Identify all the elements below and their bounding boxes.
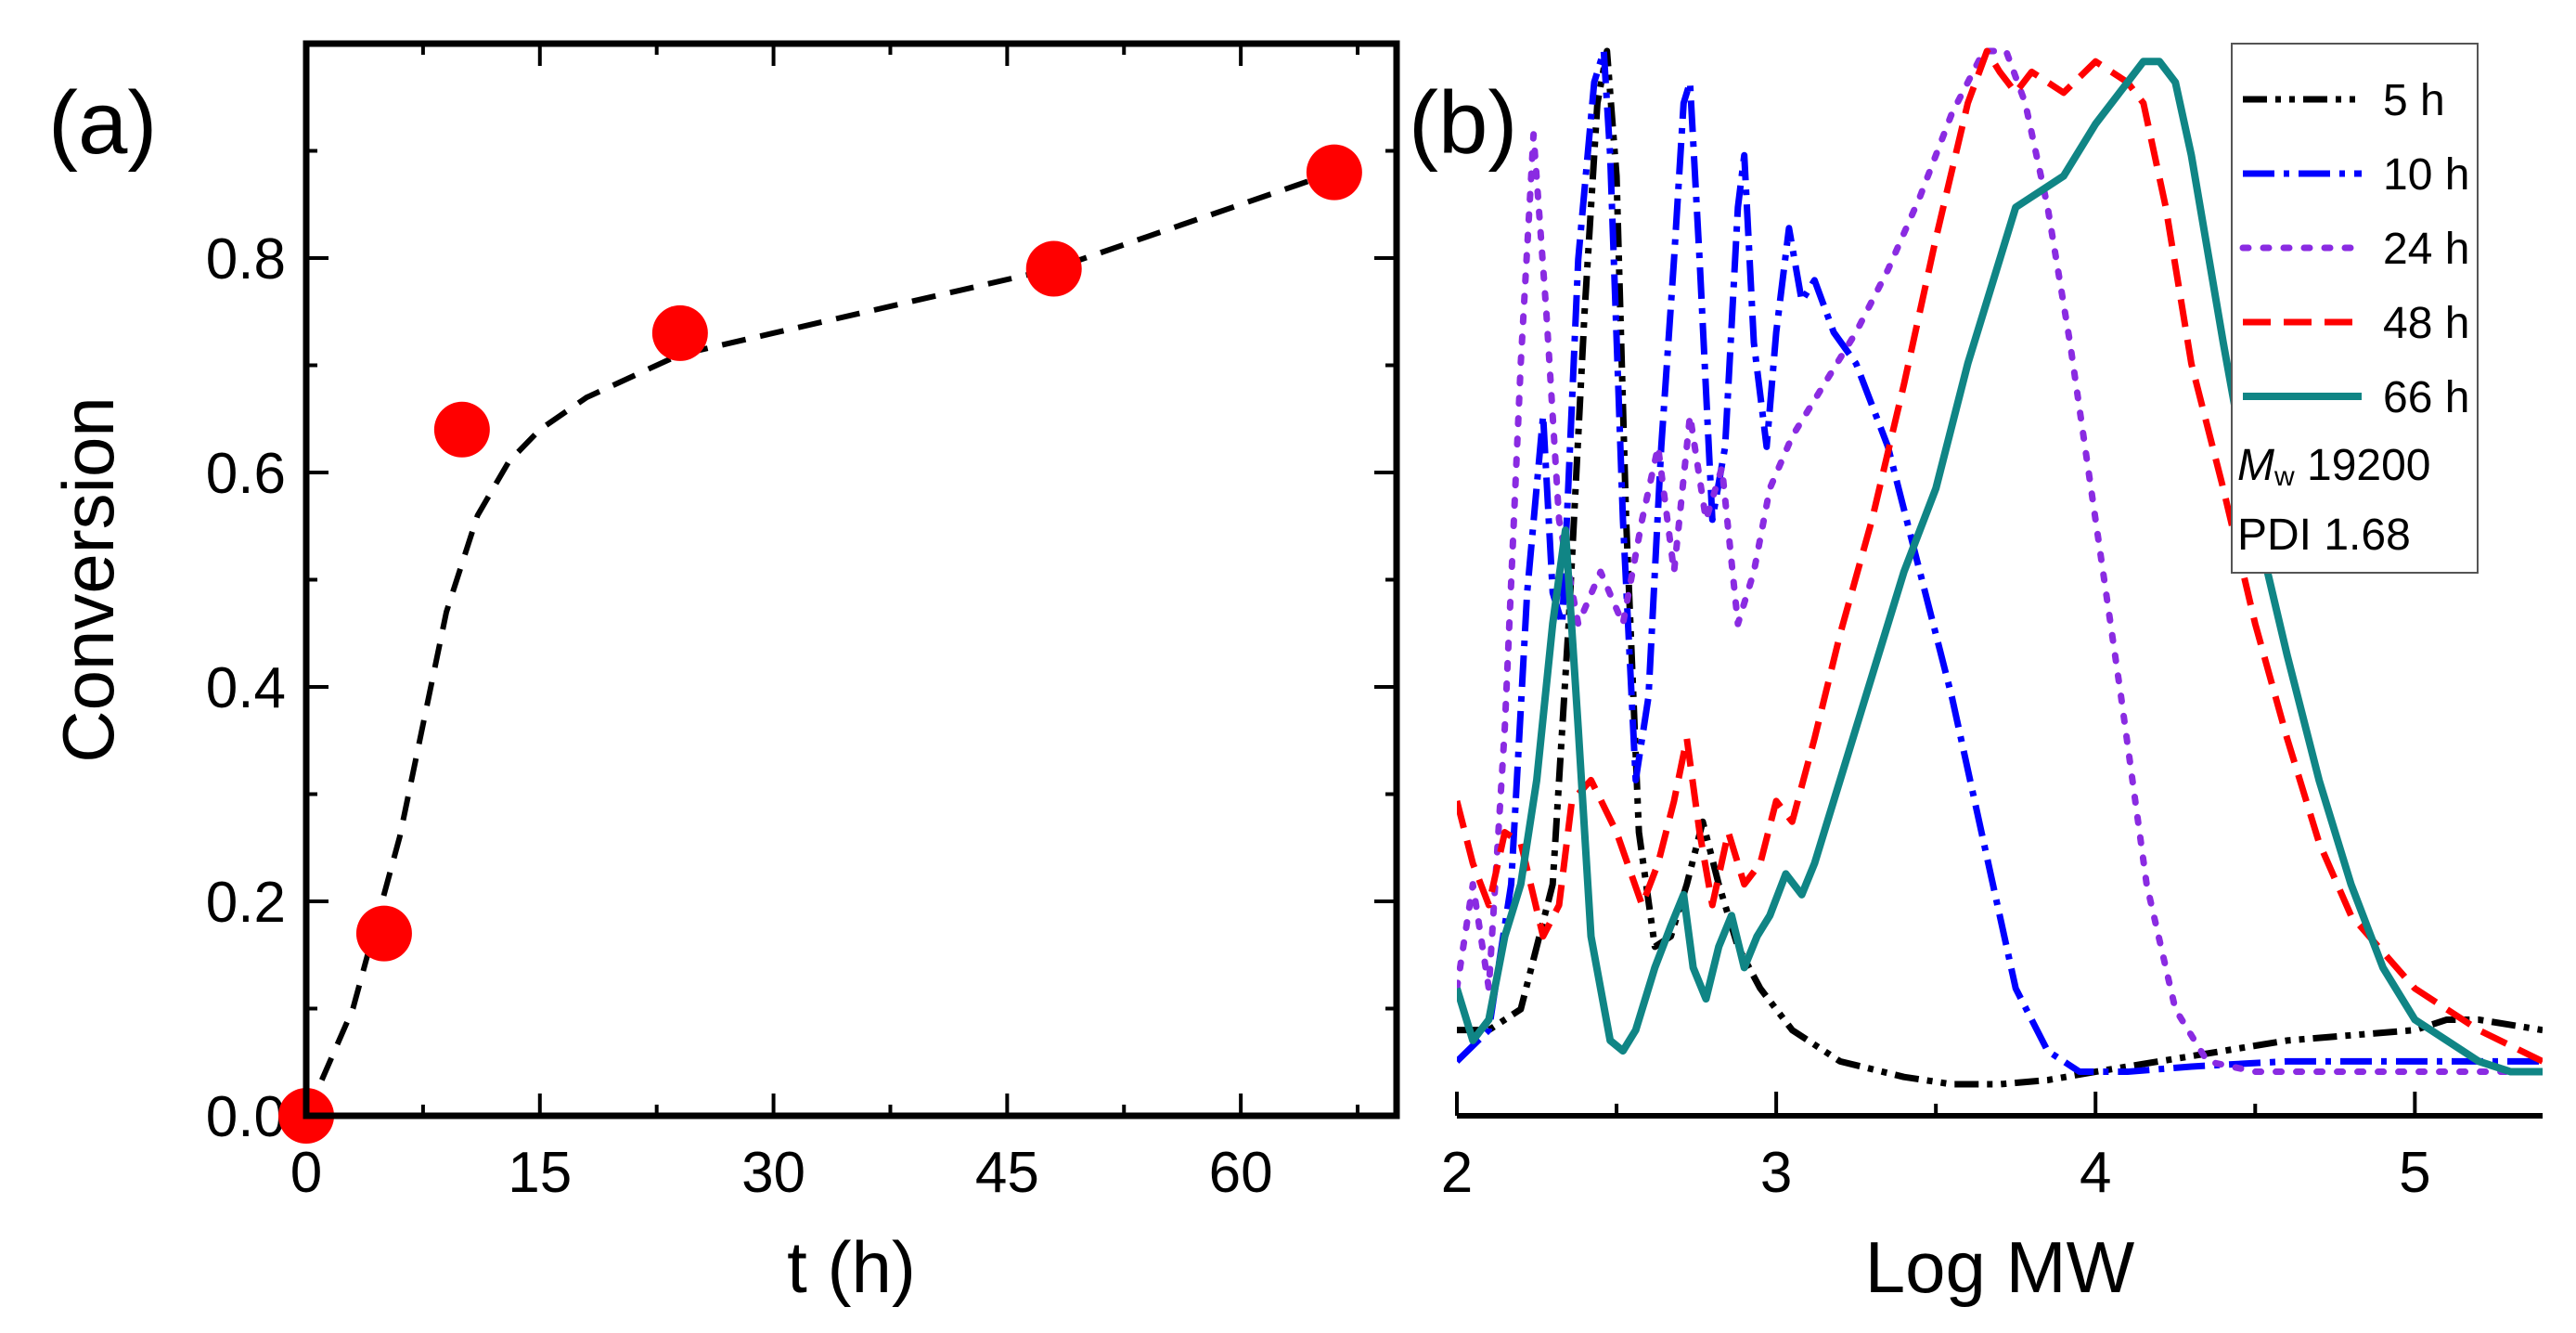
legend-label: 48 h [2383,299,2469,348]
y-tick-label: 0.4 [206,656,286,720]
curve-5h [1457,47,2543,1088]
data-point [433,401,490,458]
y-tick-label: 0.0 [206,1085,286,1149]
curve-10h [1457,47,2543,1076]
x-tick-label: 15 [508,1141,572,1205]
legend-box [2231,43,2479,574]
x-tick-label: 3 [1760,1141,1792,1205]
x-axis-title: Log MW [1865,1226,2135,1308]
x-axis-title: t (h) [787,1226,916,1308]
panel-a: (a) 0 15 30 45 60 0.0 0.2 0.4 0.6 0.8 t (h) Conversi… [47,40,1400,1308]
data-point [355,905,412,962]
fit-line [303,169,1335,1118]
x-tick-label: 45 [975,1141,1039,1205]
legend-label: 66 h [2383,373,2469,422]
y-tick-label: 0.2 [206,871,286,935]
x-tick-label: 5 [2399,1141,2430,1205]
y-axis-title: Conversion [47,396,129,763]
panel-b: 2 3 4 5 (b) Log MW 5 h 10 h 24 h 48 h 66 h Mw 19200… [1409,43,2543,1308]
x-tick-label: 2 [1441,1141,1473,1205]
plot-frame [303,40,1400,1119]
y-tick-label: 0.6 [206,442,286,506]
panel-b-label: (b) [1409,73,1517,173]
y-tick-label: 0.8 [206,227,286,291]
x-tick-label: 0 [290,1141,322,1205]
pdi-annotation: PDI 1.68 [2237,511,2411,560]
legend-label: 5 h [2383,76,2445,125]
legend: 5 h 10 h 24 h 48 h 66 h Mw 19200 PDI 1.68 [2231,43,2479,574]
x-tick-label: 4 [2080,1141,2111,1205]
legend-label: 24 h [2383,225,2469,274]
data-point [1306,144,1362,201]
data-point [1025,240,1082,297]
x-tick-label: 60 [1209,1141,1273,1205]
data-point [651,304,708,361]
panel-a-label: (a) [48,73,157,173]
x-tick-label: 30 [741,1141,805,1205]
mw-annotation: Mw 19200 [2237,441,2430,492]
curve-24h [1457,47,2543,1076]
legend-label: 10 h [2383,150,2469,200]
